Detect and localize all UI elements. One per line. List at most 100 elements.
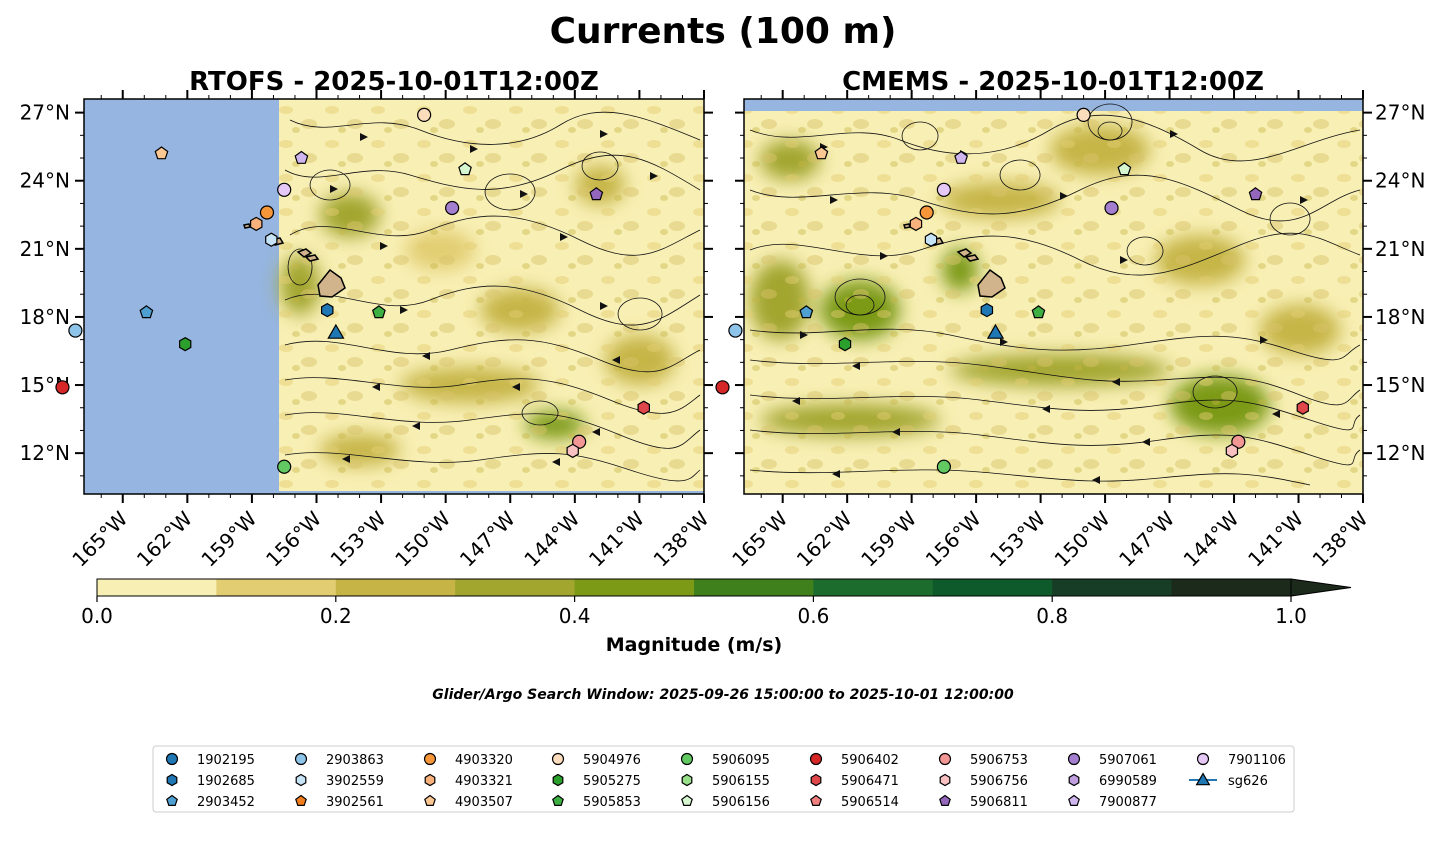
axes-frame-rtofs [83,98,705,495]
x-tick-label: 144°W [519,506,584,571]
legend-marker-3902559 [295,773,307,787]
marker-2903452 [139,305,154,319]
legend-label: 5905853 [583,795,641,810]
marker-5905275 [838,337,852,352]
marker-5906753 [1231,434,1246,449]
colorbar-segment [1171,579,1292,596]
marker-5906402 [715,380,730,395]
legend-label: 5906756 [970,774,1028,789]
legend-marker-1902685 [166,773,178,787]
x-tick-label: 150°W [390,506,455,571]
colorbar-segment [1052,579,1173,596]
colorbar-frame [96,578,1292,597]
colorbar-segment [455,579,576,596]
marker-1902685 [980,302,994,318]
legend-label: 5906514 [841,795,899,810]
colorbar-label: Magnitude (m/s) [606,634,783,656]
colorbar-segments [97,579,1292,596]
legend-frame [152,745,1295,813]
marker-sg626 [986,323,1005,339]
x-tick-label: 153°W [985,506,1050,571]
legend-marker-7900877 [1068,794,1080,807]
colorbar-segment [813,579,934,596]
streamlines-rtofs [284,111,701,482]
legend-item: 4903507 [424,794,513,810]
legend-label: 5907061 [1099,753,1157,768]
colorbar-segment [694,579,814,596]
marker-5906471 [1296,400,1310,415]
y-tick-label: 27°N [1375,101,1425,125]
legend-label: 2903863 [326,753,384,768]
x-tick-label: 138°W [1308,506,1373,571]
legend-label: 6990589 [1099,774,1157,789]
legend-label: 5906155 [712,774,770,789]
legend-marker-5906471 [810,773,822,787]
marker-1902685 [321,302,334,318]
legend-marker-5906753 [938,752,952,766]
legend-marker-5906402 [809,752,823,766]
y-tick-label: 12°N [20,441,70,465]
legend-marker-3902561 [295,794,307,807]
marker-4903320 [919,205,934,220]
legend-label: 5906402 [841,753,899,768]
marker-5905275 [179,337,192,352]
legend-marker-5905275 [552,773,564,787]
legend-marker-6990589 [1068,773,1080,787]
marker-5904976 [1076,107,1091,122]
x-tick-label: 156°W [261,506,326,571]
legend-label: 3902561 [326,795,384,810]
y-tick-label: 18°N [20,305,70,329]
legend-item: 6990589 [1068,773,1157,789]
legend-marker-4903321 [424,773,436,787]
x-tick-label: 144°W [1179,506,1244,571]
legend-marker-4903320 [423,752,437,766]
marker-4903321 [909,216,923,232]
legend-item: 2903863 [294,752,384,768]
legend-item: 5906095 [680,752,770,768]
legend-marker-1902195 [165,752,179,766]
x-tick-label: 159°W [196,506,261,571]
colorbar-segment [932,579,1053,596]
legend-label: 2903452 [197,795,255,810]
marker-5906156 [1117,162,1132,176]
legend-item: 5906156 [681,794,770,810]
legend-marker-5905853 [552,794,564,807]
legend-item: 1902195 [165,752,255,768]
x-tick-label: 162°W [132,506,197,571]
marker-4903507 [814,146,829,160]
legend-item: 5907061 [1067,752,1157,768]
legend-label: 5906095 [712,753,770,768]
figure-title: Currents (100 m) [550,11,897,52]
marker-2903452 [799,305,814,319]
legend-marker-5904976 [551,752,565,766]
panel-title-rtofs: RTOFS - 2025-10-01T12:00Z [189,67,599,97]
legend-item: 5906514 [810,794,899,810]
shading-texture-cmems [744,111,1363,494]
colorbar-tick-label: 0.0 [81,604,113,628]
panel-rtofs: RTOFS - 2025-10-01T12:00Z [20,67,714,572]
legend-label: 5906811 [970,795,1028,810]
marker-5906156 [458,162,472,176]
y-tick-label: 18°N [1375,305,1425,329]
platform-markers-rtofs [55,107,651,474]
y-tick-label: 24°N [20,169,70,193]
marker-4903507 [154,146,169,160]
colorbar-segment [97,579,217,596]
marker-7901106 [277,182,292,197]
y-tick-label: 21°N [20,237,70,261]
marker-5905853 [371,305,386,319]
marker-5906756 [566,443,579,459]
marker-5906756 [1225,443,1239,459]
colorbar-segment [574,579,695,596]
x-tick-label: 156°W [921,506,986,571]
legend-marker-5906095 [680,752,694,766]
colorbar-tick-label: 0.8 [1036,604,1068,628]
y-tick-label: 21°N [1375,237,1425,261]
marker-4903320 [259,205,275,220]
x-tick-label: 141°W [584,506,649,571]
marker-7900877 [294,150,309,164]
colorbar-tick-label: 0.2 [320,604,352,628]
legend-item: 3902559 [295,773,384,789]
marker-5906402 [55,380,70,395]
legend-item: 5906756 [939,773,1028,789]
